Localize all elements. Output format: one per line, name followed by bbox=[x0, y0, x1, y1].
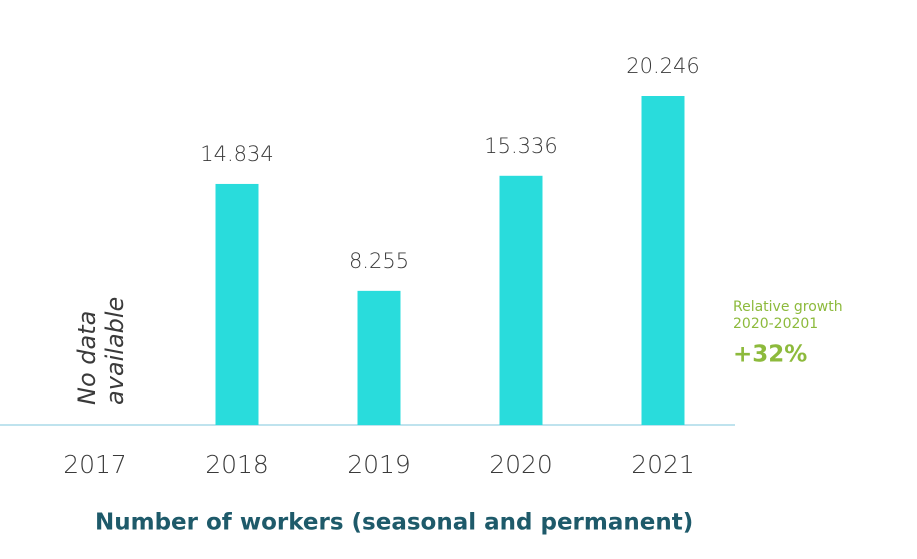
value-label: 15.336 bbox=[484, 134, 557, 158]
value-label: 8.255 bbox=[349, 249, 409, 273]
bar bbox=[357, 290, 401, 425]
chart-title: Number of workers (seasonal and permanen… bbox=[95, 510, 693, 536]
missing-note-line: available bbox=[101, 297, 129, 405]
x-tick-label: 2017 bbox=[63, 450, 127, 479]
value-label: 14.834 bbox=[200, 142, 273, 166]
x-tick-label: 2020 bbox=[489, 450, 553, 479]
x-tick-label: 2021 bbox=[631, 450, 695, 479]
growth-label: Relative growth bbox=[733, 299, 843, 315]
growth-label: 2020-20201 bbox=[733, 316, 818, 332]
bar bbox=[499, 175, 543, 425]
bar bbox=[215, 183, 259, 425]
growth-value: +32% bbox=[733, 342, 807, 368]
bar bbox=[641, 96, 685, 425]
x-tick-label: 2018 bbox=[205, 450, 269, 479]
x-tick-label: 2019 bbox=[347, 450, 411, 479]
missing-note: No data available bbox=[73, 297, 129, 405]
value-label: 20.246 bbox=[626, 54, 699, 78]
missing-note-line: No data bbox=[73, 311, 101, 405]
